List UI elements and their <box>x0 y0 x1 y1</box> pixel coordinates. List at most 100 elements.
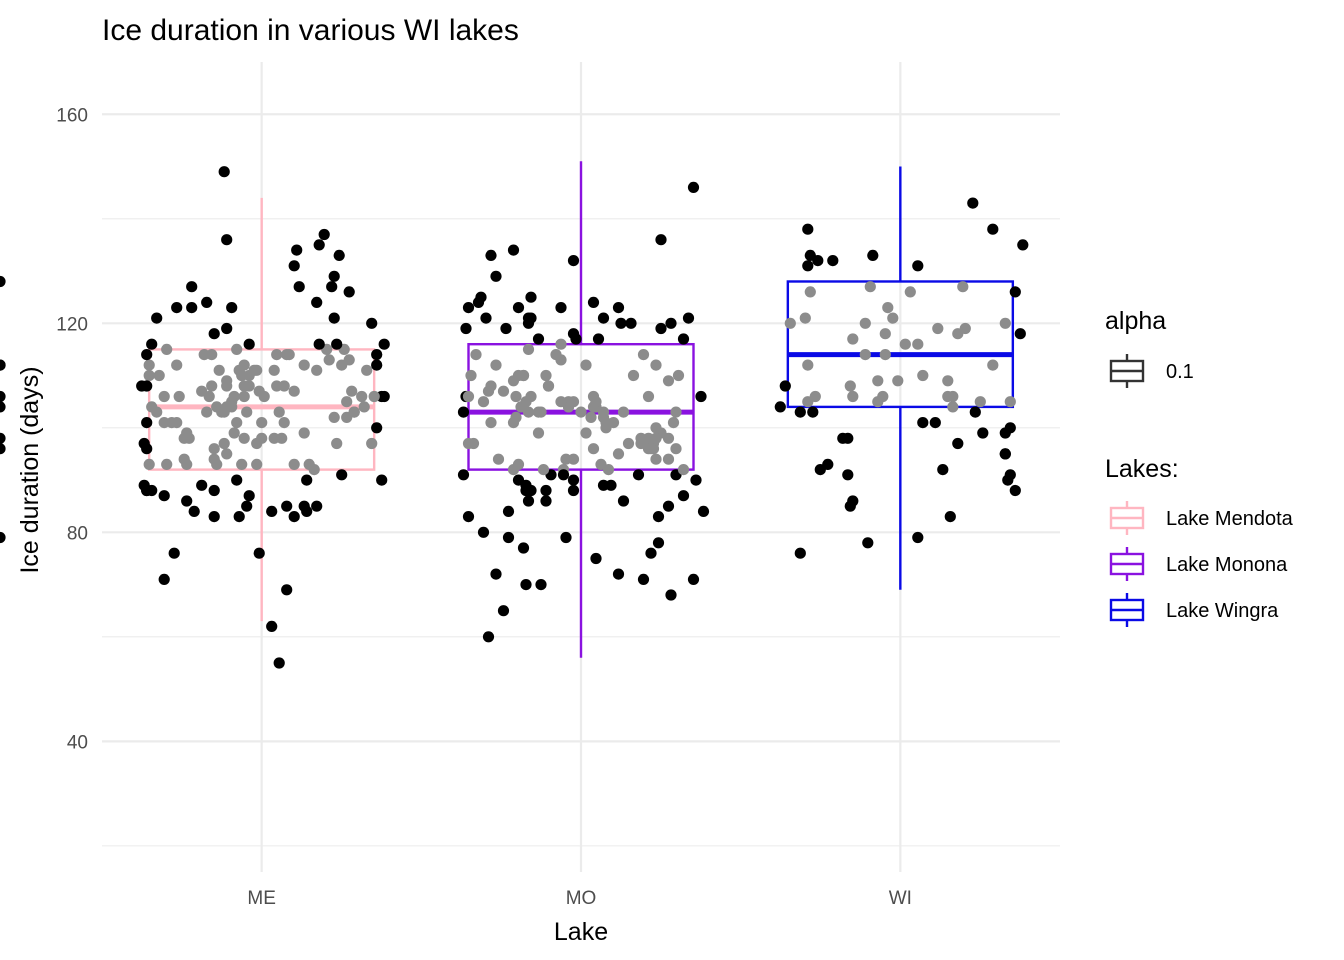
data-point <box>507 464 520 476</box>
data-point <box>206 380 218 392</box>
data-point <box>470 349 482 361</box>
data-point <box>999 427 1011 439</box>
data-point <box>912 531 924 544</box>
data-point <box>313 338 325 350</box>
data-point <box>490 568 502 580</box>
data-point <box>502 531 515 544</box>
data-point <box>802 359 814 371</box>
data-point <box>331 338 343 350</box>
data-point <box>944 510 956 523</box>
data-point <box>256 432 268 444</box>
data-point <box>480 312 492 324</box>
data-point <box>615 317 627 329</box>
data-point <box>138 437 150 450</box>
data-point <box>917 369 929 382</box>
data-point <box>687 573 700 586</box>
data-point <box>171 417 183 429</box>
data-point <box>303 458 315 470</box>
data-point <box>366 317 378 329</box>
legend-lakes-key <box>1109 593 1145 627</box>
data-point <box>371 359 383 371</box>
data-point <box>802 223 814 235</box>
data-point <box>271 349 283 361</box>
data-point <box>462 390 475 403</box>
data-point <box>243 490 255 502</box>
data-point <box>348 406 360 418</box>
data-point <box>1004 396 1016 408</box>
data-point <box>567 453 580 465</box>
data-point <box>804 249 816 261</box>
x-tick-label: WI <box>889 888 912 909</box>
box-iqr <box>786 280 1015 409</box>
x-tick-label: MO <box>566 888 597 909</box>
data-point <box>560 531 572 544</box>
legend-lakes-label: Lake Monona <box>1166 554 1288 576</box>
data-point <box>665 317 677 329</box>
data-point <box>366 437 378 450</box>
data-point <box>580 359 592 371</box>
data-point <box>842 432 854 444</box>
data-point <box>328 411 340 423</box>
data-point <box>525 291 537 303</box>
data-point <box>947 401 959 413</box>
data-point <box>774 401 786 413</box>
data-point <box>802 396 814 408</box>
data-point <box>318 228 330 241</box>
data-point <box>236 458 248 470</box>
data-point <box>697 505 710 517</box>
data-point <box>862 537 874 549</box>
data-point <box>368 390 380 403</box>
data-point <box>358 401 370 413</box>
data-point <box>151 406 163 418</box>
data-point <box>632 469 645 481</box>
data-point <box>517 542 530 554</box>
data-point <box>378 390 390 403</box>
data-point <box>378 338 390 350</box>
legend-alpha: alpha 0.1 <box>1105 307 1194 388</box>
data-point <box>520 579 532 591</box>
data-point <box>655 234 667 246</box>
data-point <box>617 406 630 418</box>
data-point <box>311 296 323 308</box>
data-point <box>221 448 233 460</box>
data-point <box>587 443 600 455</box>
data-point <box>977 427 989 439</box>
data-point <box>271 380 283 392</box>
data-point <box>361 364 373 376</box>
data-point <box>497 605 510 617</box>
data-point <box>238 380 250 392</box>
data-point <box>575 406 587 418</box>
data-point <box>872 396 884 408</box>
data-point <box>847 390 859 403</box>
data-point <box>298 359 310 371</box>
data-point <box>460 322 472 335</box>
data-point <box>1009 286 1021 298</box>
x-axis-title: Lake <box>554 918 608 946</box>
data-point <box>567 255 580 267</box>
data-point <box>241 406 253 418</box>
data-point <box>0 359 6 371</box>
data-point <box>550 349 562 361</box>
data-point <box>952 437 964 450</box>
legend-lakes-title: Lakes: <box>1105 455 1179 483</box>
data-point <box>652 537 665 549</box>
data-point <box>655 322 667 335</box>
data-point <box>510 390 522 403</box>
data-point <box>198 349 210 361</box>
data-point <box>243 338 255 350</box>
data-point <box>457 406 470 418</box>
data-point <box>462 302 475 314</box>
data-point <box>346 385 358 397</box>
data-point <box>510 411 522 423</box>
data-point <box>622 437 635 450</box>
data-point <box>617 495 630 507</box>
data-point <box>281 584 293 596</box>
data-point <box>208 484 220 497</box>
data-point <box>859 317 871 329</box>
data-point <box>567 396 580 408</box>
data-point <box>867 249 879 261</box>
data-point <box>141 349 153 361</box>
data-point <box>141 417 153 429</box>
data-point <box>557 469 570 481</box>
data-point <box>208 453 220 465</box>
